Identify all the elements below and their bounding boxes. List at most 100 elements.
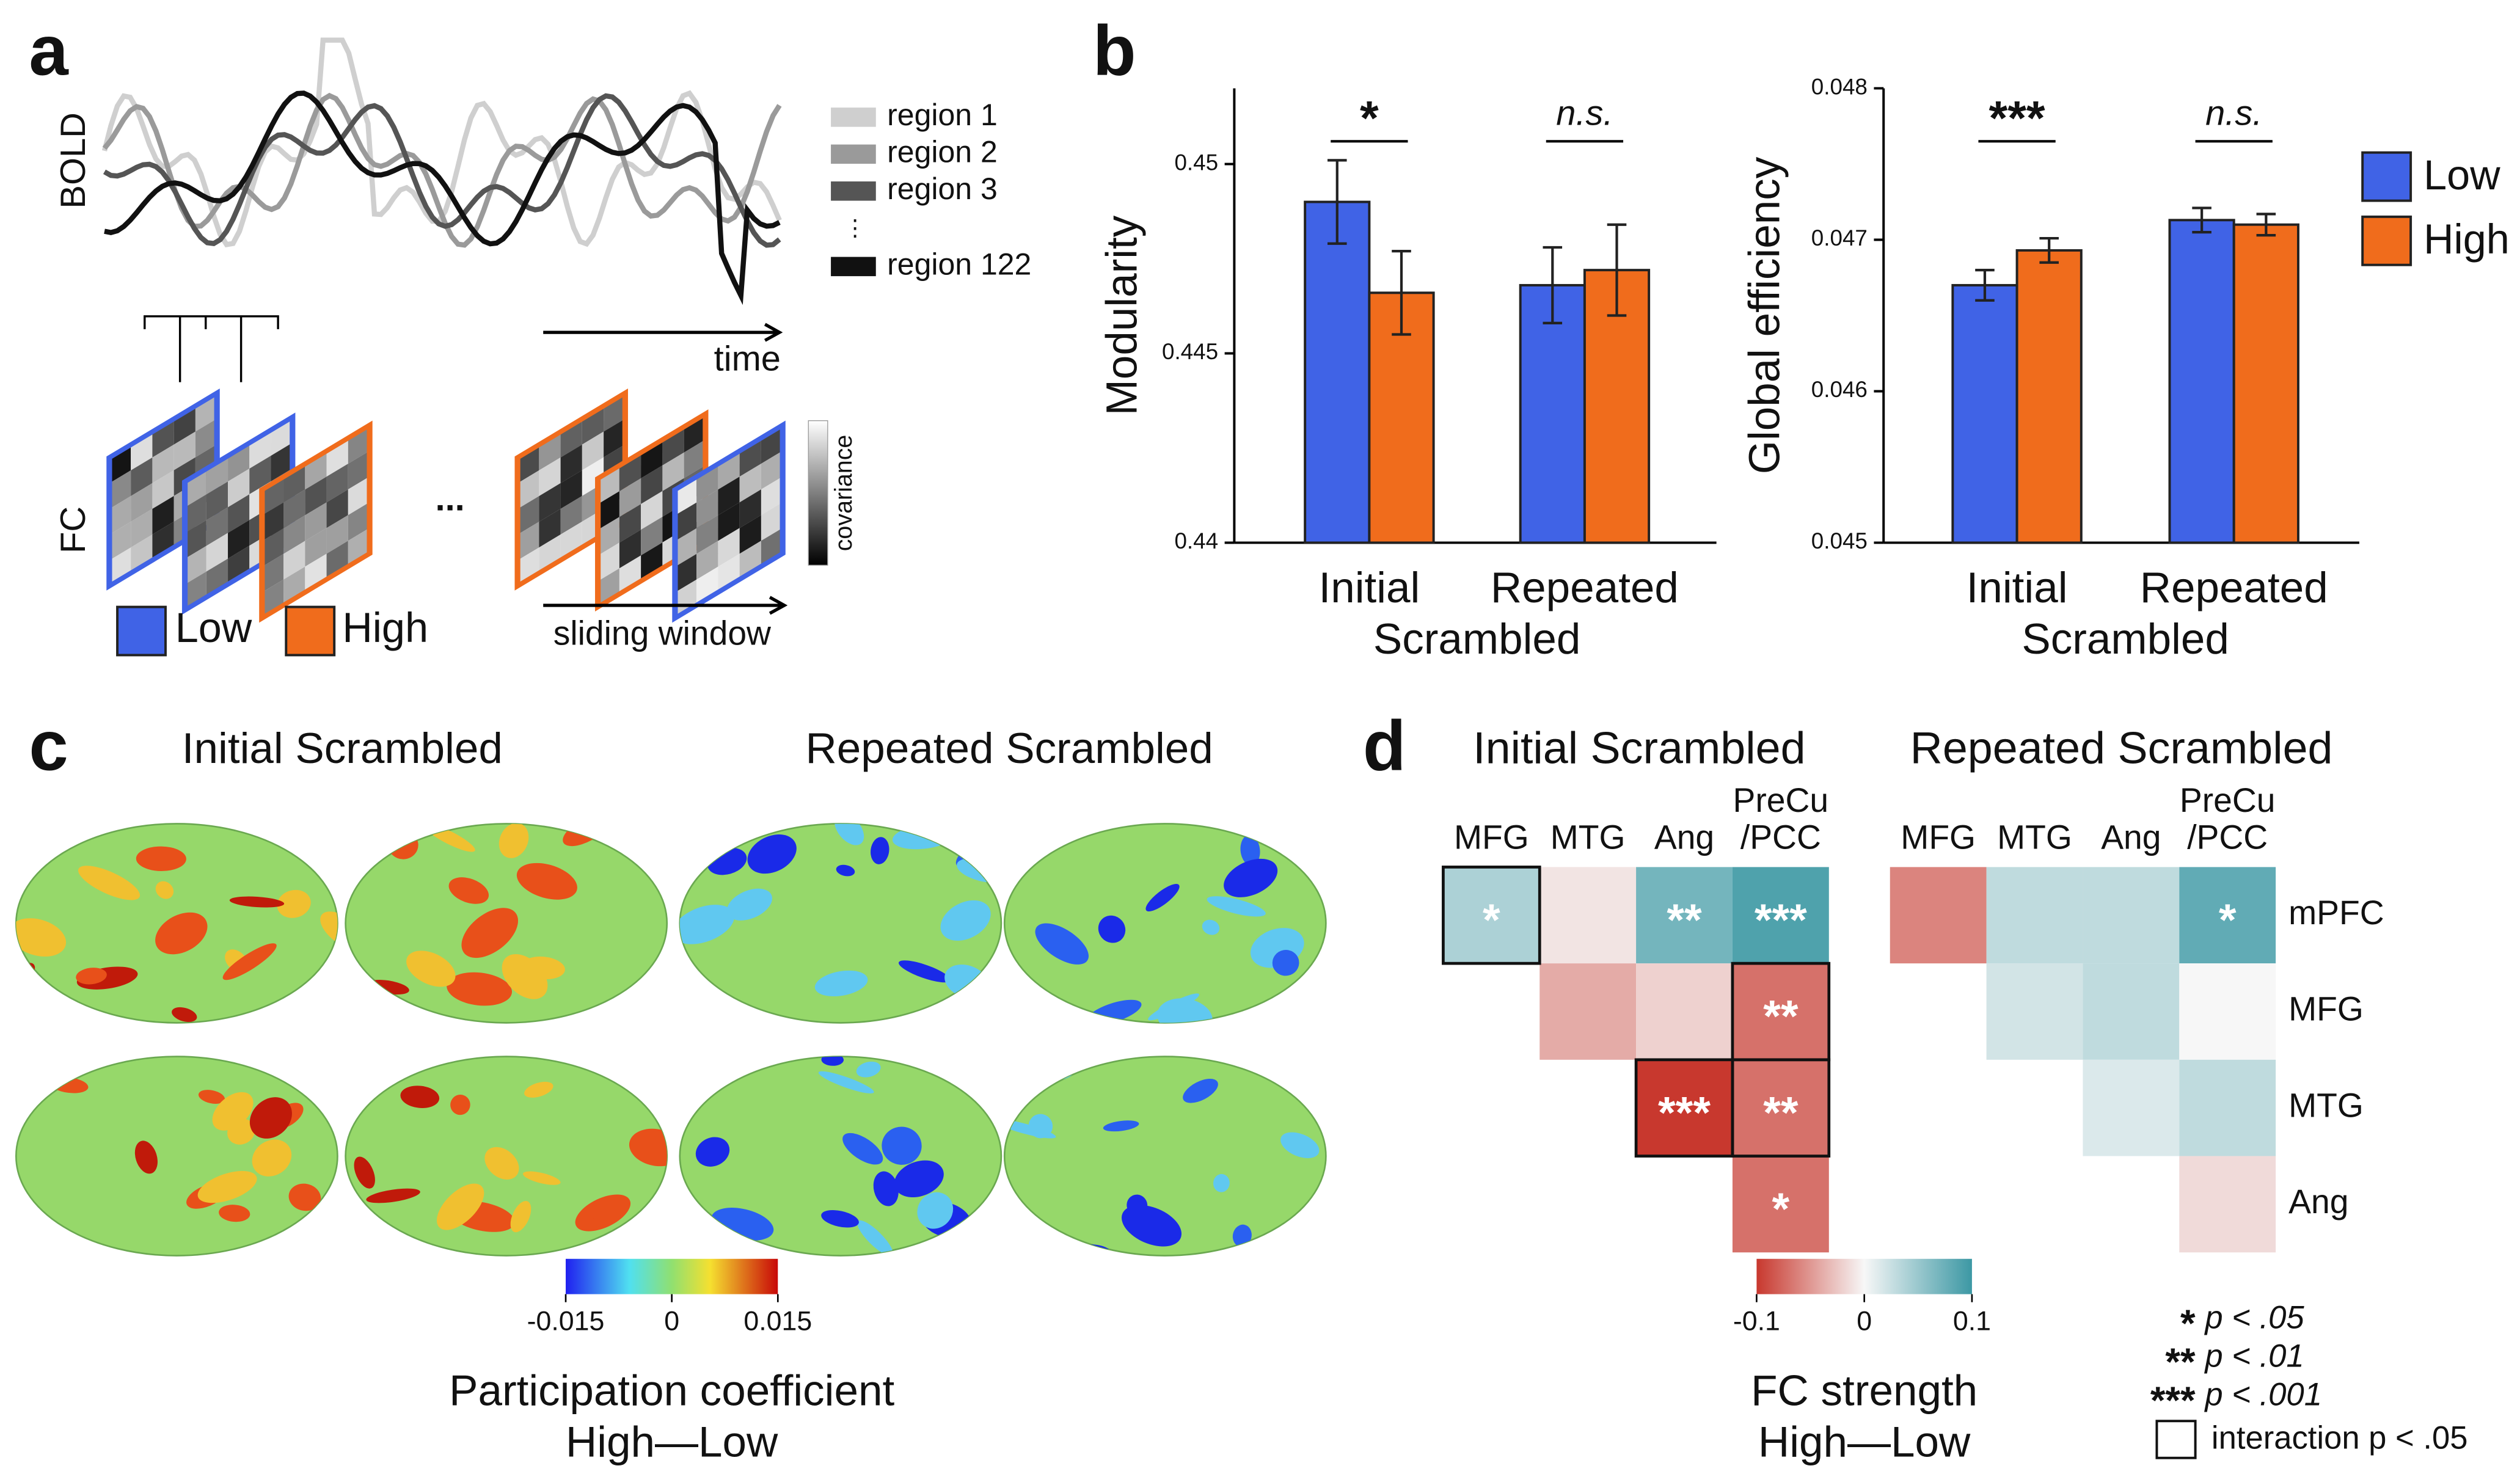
matrix-cell bbox=[326, 489, 348, 528]
legend-swatch bbox=[2361, 215, 2412, 266]
cell-annotation: * bbox=[1772, 1183, 1790, 1234]
heatmap-cell bbox=[1890, 867, 1987, 964]
legend-label: High bbox=[2423, 216, 2510, 263]
matrix-cell bbox=[228, 520, 250, 559]
matrix-cell bbox=[152, 444, 174, 483]
heatmap-cell bbox=[1732, 1156, 1829, 1253]
matrix-cell bbox=[696, 566, 718, 605]
matrix-cell bbox=[109, 547, 131, 586]
x-axis-label: Scrambled bbox=[1373, 615, 1581, 663]
y-tick-label: 0.44 bbox=[1174, 528, 1218, 553]
brain-blob bbox=[354, 1156, 375, 1189]
heatmap-cell bbox=[1636, 1059, 1733, 1156]
brain bbox=[1003, 823, 1327, 1024]
matrix-cell bbox=[271, 442, 293, 482]
legend-swatch bbox=[2361, 151, 2412, 202]
x-tick-label: Initial bbox=[1967, 564, 2068, 612]
matrix-cell bbox=[597, 542, 619, 582]
legend-ellipsis: ⋮ bbox=[844, 216, 866, 241]
matrix-cell bbox=[582, 431, 604, 470]
legend-label: Low bbox=[2423, 152, 2500, 199]
brain-blob bbox=[679, 905, 734, 944]
brain-blob bbox=[521, 956, 565, 980]
column-label: MTG bbox=[1550, 818, 1626, 856]
matrix-cell bbox=[761, 528, 783, 567]
colorbar-label: High—Low bbox=[566, 1418, 778, 1466]
matrix-cell bbox=[619, 555, 641, 594]
matrix-cell bbox=[696, 464, 718, 503]
cell-annotation: *** bbox=[1755, 894, 1807, 945]
matrix-cell bbox=[674, 553, 697, 593]
matrix-cell bbox=[184, 545, 206, 585]
brain-blob bbox=[219, 1205, 250, 1222]
legend-label: region 1 bbox=[887, 98, 998, 132]
matrix-cell bbox=[597, 568, 619, 607]
axis-label: sliding window bbox=[553, 615, 772, 652]
brain-blobs bbox=[16, 846, 338, 1023]
matrix-cell bbox=[718, 528, 740, 567]
matrix-cell bbox=[348, 425, 370, 464]
matrix-cell bbox=[326, 438, 348, 477]
bracket bbox=[144, 315, 279, 382]
error-bar bbox=[1543, 246, 1563, 325]
colorbar bbox=[1756, 1258, 1972, 1294]
legend-swatch bbox=[285, 605, 336, 657]
colorbar-tick-label: 0 bbox=[664, 1307, 679, 1337]
matrix-cell bbox=[517, 522, 539, 561]
matrix-cell bbox=[271, 417, 293, 456]
matrix-cell bbox=[195, 418, 217, 458]
matrix-cell bbox=[152, 521, 174, 561]
matrix-cell bbox=[348, 528, 370, 567]
brain-blob bbox=[400, 1085, 440, 1108]
significance-label: n.s. bbox=[1556, 94, 1613, 133]
matrix-cell bbox=[305, 553, 327, 593]
matrix-cell bbox=[249, 455, 271, 495]
matrix-cell bbox=[662, 452, 684, 491]
brain-blob bbox=[212, 1092, 254, 1131]
matrix-cell bbox=[517, 444, 539, 484]
brain-blob bbox=[1232, 1224, 1252, 1247]
axis-label: BOLD bbox=[54, 112, 93, 208]
significance-label: *** bbox=[1989, 92, 2045, 145]
matrix-cell bbox=[261, 476, 284, 516]
heatmap-cell bbox=[1732, 963, 1829, 1060]
legend-label: High bbox=[342, 605, 428, 651]
brain-blobs bbox=[354, 1063, 667, 1233]
brain-blob bbox=[172, 1007, 197, 1023]
matrix-cell bbox=[305, 502, 327, 541]
matrix-cell bbox=[739, 515, 761, 554]
heatmap-cell bbox=[2083, 963, 2180, 1060]
matrix-cell bbox=[761, 476, 783, 516]
matrix-cell bbox=[326, 464, 348, 503]
brain-blob bbox=[1224, 858, 1278, 897]
panel-title: Repeated Scrambled bbox=[805, 724, 1213, 773]
brain-blob bbox=[1183, 1078, 1218, 1103]
x-tick-label: Repeated bbox=[1491, 564, 1679, 612]
matrix-cell bbox=[109, 470, 131, 509]
brain-blob bbox=[1103, 1120, 1139, 1132]
matrix-cell bbox=[739, 464, 761, 503]
legend-symbol: *** bbox=[2150, 1379, 2196, 1422]
heatmap-cell bbox=[2179, 867, 2276, 964]
error-bar bbox=[1607, 223, 1627, 317]
brain-blobs bbox=[695, 1056, 971, 1256]
matrix-cell bbox=[152, 470, 174, 509]
matrix-cell bbox=[228, 443, 250, 482]
heatmap-cell bbox=[1986, 963, 2083, 1060]
matrix-cell bbox=[131, 535, 153, 574]
cell-annotation: * bbox=[1483, 894, 1500, 945]
brain-blob bbox=[589, 1201, 610, 1220]
matrix-cell bbox=[560, 418, 582, 458]
legend-swatch bbox=[831, 144, 876, 164]
brain-blob bbox=[1272, 949, 1299, 976]
matrix-cell bbox=[718, 451, 740, 490]
brain-blob bbox=[818, 1071, 874, 1093]
bold-trace bbox=[102, 92, 782, 248]
brain-blob bbox=[1280, 1132, 1320, 1158]
brain-blob bbox=[695, 1137, 730, 1167]
matrix-cell bbox=[582, 406, 604, 445]
matrix-cell bbox=[517, 496, 539, 535]
brain-blob bbox=[894, 1160, 944, 1198]
matrix-cell bbox=[619, 452, 641, 492]
y-tick-label: 0.45 bbox=[1174, 150, 1218, 175]
